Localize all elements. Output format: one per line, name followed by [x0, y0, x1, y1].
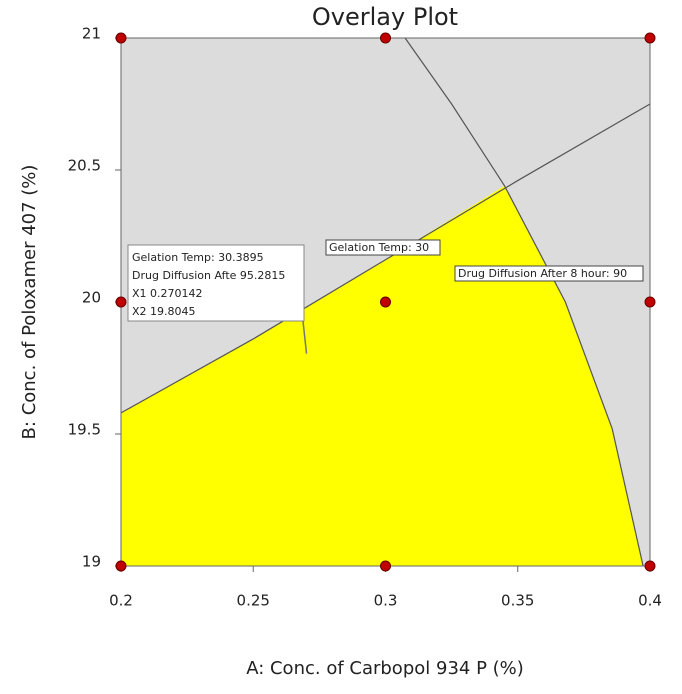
design-point [380, 296, 391, 308]
contour-line [120, 103, 651, 414]
x-tick-label: 0.25 [237, 592, 270, 610]
flag-text: X1 0.270142 [132, 287, 203, 300]
design-point [644, 32, 656, 44]
design-point [115, 32, 127, 44]
y-tick-label: 21 [82, 25, 101, 43]
flag-text: Drug Diffusion Afte 95.2815 [132, 269, 285, 282]
flag-leader [302, 320, 308, 354]
contour-label: Drug Diffusion After 8 hour: 90 [458, 267, 627, 280]
contour-label-box [325, 239, 441, 256]
chart-title: Overlay Plot [312, 3, 458, 31]
x-tick-label: 0.35 [501, 592, 534, 610]
design-point [115, 560, 127, 572]
flag-box [127, 244, 305, 322]
contour-label-box [454, 265, 644, 282]
x-axis-label: A: Conc. of Carbopol 934 P (%) [246, 658, 524, 679]
y-tick-label: 19 [82, 553, 101, 571]
x-tick-label: 0.2 [109, 592, 133, 610]
flag-text: Gelation Temp: 30.3895 [132, 251, 264, 264]
design-point [380, 32, 391, 44]
y-axis-label: B: Conc. of Poloxamer 407 (%) [19, 165, 40, 440]
y-tick-label: 20 [82, 289, 101, 307]
contour-line [404, 37, 644, 567]
design-point [644, 296, 656, 308]
design-point [115, 296, 127, 308]
y-tick-label: 20.5 [68, 157, 101, 175]
design-point [380, 560, 391, 572]
flag-text: X2 19.8045 [132, 305, 196, 318]
y-tick-label: 19.5 [68, 421, 101, 439]
design-point [644, 560, 656, 572]
x-tick-label: 0.3 [374, 592, 398, 610]
contour-label: Gelation Temp: 30 [329, 241, 429, 254]
x-tick-label: 0.4 [638, 592, 662, 610]
